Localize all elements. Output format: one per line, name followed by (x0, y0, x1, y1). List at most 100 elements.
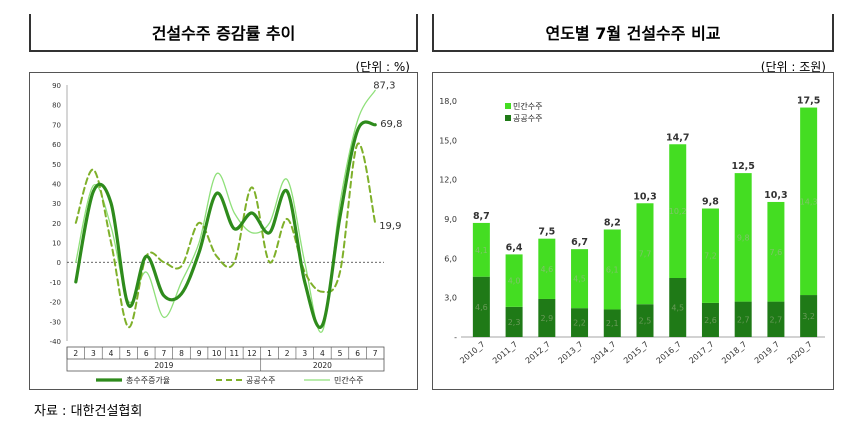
x-tick-label: 2015_7 (622, 340, 650, 366)
right-chart-unit: (단위 : 조원) (760, 60, 826, 74)
legend-label: 공공수주 (246, 376, 275, 385)
legend-label: 공공수주 (513, 114, 542, 123)
legend-label: 민간수주 (513, 101, 542, 111)
y-tick-label: 18,0 (439, 97, 457, 106)
bar-public (603, 309, 621, 337)
bar-label-public: 2,5 (639, 317, 652, 326)
bar-label-private: 7,7 (639, 250, 652, 259)
bar-total-label: 6,7 (571, 237, 588, 248)
bar-chart: 18,0 15,0 12,0 9,0 6,0 3,0 - 4,6 4,1 8,7 2010_7 2,3… (439, 96, 825, 366)
y-tick-label: 3,0 (444, 294, 457, 303)
x-tick-label: 7 (161, 349, 166, 358)
x-tick-label: 5 (126, 349, 131, 358)
bar-label-public: 2,3 (508, 318, 521, 327)
bar-public (505, 306, 523, 337)
bar-public (571, 308, 589, 337)
y-tick-label: 90 (52, 82, 61, 90)
x-tick-label: 2012_7 (524, 340, 552, 366)
bar-public (800, 295, 818, 337)
y-tick-label: 70 (52, 121, 61, 129)
x-tick-label: 2017_7 (687, 340, 715, 366)
y-tick-label: 80 (52, 102, 61, 110)
end-label-total: 69,8 (380, 119, 402, 130)
bar-label-public: 3,2 (802, 312, 815, 321)
bar-public (538, 298, 556, 337)
x-tick-label: 2014_7 (589, 340, 617, 366)
x-tick-label: 2 (73, 349, 78, 358)
right-chart-panel: 연도별 7월 건설수주 비교 (단위 : 조원) 18,0 15,0 12,0 9,0… (432, 14, 834, 390)
y-tick-label: 12,0 (439, 176, 457, 185)
y-tick-label: - (454, 333, 457, 342)
bar-private (538, 238, 556, 299)
y-tick-label: 6,0 (444, 254, 457, 263)
bar-label-public: 4,5 (671, 304, 684, 313)
y-tick-label: 30 (52, 200, 61, 208)
y-tick-label: 15,0 (439, 136, 457, 145)
bar-label-public: 2,7 (737, 315, 750, 324)
bar-private (472, 222, 490, 277)
bar-label-private: 7,2 (704, 252, 717, 261)
right-chart-title: 연도별 7월 건설수주 비교 (432, 14, 834, 52)
y-tick-label: -20 (50, 299, 61, 307)
left-chart-panel: 건설수주 증감률 추이 (단위 : %) -40 -30 -20 -10 0 10 20 30… (29, 14, 418, 390)
bar-label-private: 4,1 (475, 246, 488, 255)
x-tick-label: 3 (302, 349, 307, 358)
x-tick-label: 11 (230, 349, 240, 358)
x-tick-label: 2020_7 (786, 340, 814, 366)
y-tick-label: 20 (52, 220, 61, 228)
bar-public (701, 302, 719, 337)
x-tick-label: 6 (144, 349, 149, 358)
bar-label-private: 10,2 (669, 207, 687, 216)
x-tick-label: 3 (91, 349, 96, 358)
bar-private (636, 203, 654, 305)
bar-total-label: 10,3 (764, 190, 787, 201)
legend-label: 총수주증가율 (126, 376, 170, 385)
x-tick-label: 2 (285, 349, 290, 358)
x-tick-label: 4 (320, 349, 325, 358)
legend-label: 민간수주 (334, 375, 363, 385)
y-tick-label: 50 (52, 161, 61, 169)
y-tick-label: 9,0 (444, 215, 457, 224)
x-tick-label: 2018_7 (720, 340, 748, 366)
bar-label-private: 7,6 (770, 248, 783, 257)
bar-public (669, 278, 687, 337)
bar-label-private: 4,6 (540, 265, 553, 274)
x-tick-label: 2016_7 (655, 340, 683, 366)
x-tick-label: 10 (212, 349, 222, 358)
y-tick-label: -30 (50, 318, 61, 326)
bar-total-label: 6,4 (506, 242, 523, 253)
bar-label-public: 2,6 (704, 316, 717, 325)
x-tick-label: 1 (267, 349, 272, 358)
y-tick-label: 0 (57, 259, 61, 267)
x-tick-label: 5 (338, 349, 343, 358)
bar-label-private: 9,8 (737, 233, 750, 242)
x-tick-label: 8 (179, 349, 184, 358)
left-chart-title: 건설수주 증감률 추이 (29, 14, 418, 52)
bar-private (571, 249, 589, 309)
series-line-공공수주 (74, 142, 377, 329)
x-tick-label: 2019_7 (753, 340, 781, 366)
y-tick-label: -40 (50, 338, 61, 346)
bar-total-label: 9,8 (702, 197, 719, 208)
bar-label-public: 2,7 (770, 315, 783, 324)
bar-label-private: 4,0 (508, 277, 521, 286)
bar-public (472, 276, 490, 337)
bar-total-label: 14,7 (666, 132, 689, 143)
x-tick-label: 6 (355, 349, 360, 358)
line-chart: -40 -30 -20 -10 0 10 20 30 40 50 60 70 80 90 2 3 4 5 6 7 8 9 1… (50, 80, 403, 385)
bar-total-label: 8,7 (473, 211, 490, 222)
series-line-총수주증가율 (74, 120, 377, 329)
x-tick-label: 2010_7 (458, 340, 486, 366)
bar-label-private: 14,3 (800, 197, 818, 206)
legend-swatch (505, 115, 511, 121)
x-tick-label: 4 (109, 349, 114, 358)
bar-private (701, 208, 719, 303)
x-tick-label: 7 (373, 349, 378, 358)
x-tick-label: 12 (247, 349, 257, 358)
bar-private (505, 254, 523, 307)
bar-total-label: 7,5 (538, 227, 555, 238)
bar-total-label: 12,5 (731, 161, 754, 172)
bar-total-label: 8,2 (604, 217, 621, 228)
right-chart-frame: 18,0 15,0 12,0 9,0 6,0 3,0 - 4,6 4,1 8,7 2010_7 2,3… (432, 72, 834, 390)
y-tick-label: 10 (52, 240, 61, 248)
